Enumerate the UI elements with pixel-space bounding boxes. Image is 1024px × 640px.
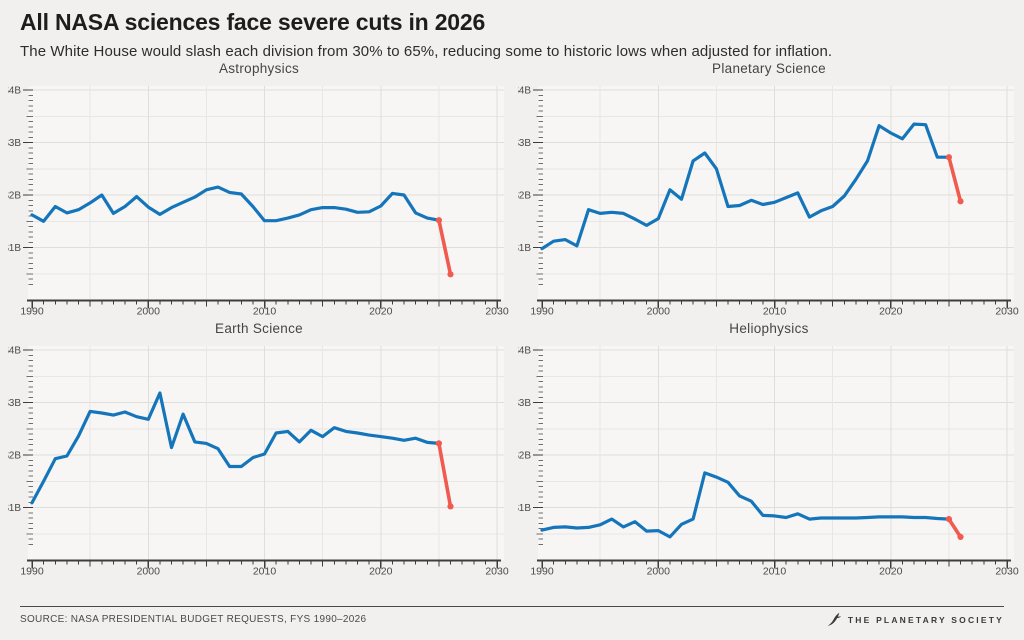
svg-text:$2B: $2B [8,191,21,202]
chart-title-planetary-science: Planetary Science [712,61,826,76]
svg-text:2000: 2000 [647,566,671,578]
svg-text:2020: 2020 [369,306,393,318]
svg-text:2010: 2010 [763,566,787,578]
chart-panel-planetary-science: Planetary Science $1B $2B $3B $4B 1990 2000 20… [518,60,1020,320]
svg-text:2000: 2000 [137,566,161,578]
svg-text:1990: 1990 [530,306,554,318]
chart-title-heliophysics: Heliophysics [729,321,809,336]
svg-text:2010: 2010 [253,306,277,318]
svg-text:$4B: $4B [518,346,531,357]
chart-plot-astrophysics: $1B $2B $3B $4B 1990 2000 2010 2020 2030 [8,86,509,318]
header: All NASA sciences face severe cuts in 20… [20,9,1004,61]
planetary-society-sail-icon [827,612,842,626]
svg-text:$4B: $4B [518,86,531,97]
charts-grid: Astrophysics $1B $2B $3B $4B 1990 2000 2010 202… [8,60,1020,580]
svg-text:2000: 2000 [647,306,671,318]
svg-text:$3B: $3B [518,138,531,149]
svg-text:1990: 1990 [530,566,554,578]
svg-text:2010: 2010 [253,566,277,578]
svg-text:$1B: $1B [518,243,531,254]
svg-text:$1B: $1B [518,503,531,514]
brand-name: THE PLANETARY SOCIETY [847,615,1004,625]
page-subtitle: The White House would slash each divisio… [20,43,833,61]
svg-text:2020: 2020 [879,566,903,578]
svg-text:$4B: $4B [8,86,21,97]
svg-text:2000: 2000 [137,306,161,318]
footer: SOURCE: NASA PRESIDENTIAL BUDGET REQUEST… [20,606,1004,640]
svg-text:1990: 1990 [20,306,44,318]
source-note: SOURCE: NASA PRESIDENTIAL BUDGET REQUEST… [20,614,367,625]
chart-title-astrophysics: Astrophysics [218,61,300,76]
svg-text:2020: 2020 [879,306,903,318]
chart-plot-earth-science: $1B $2B $3B $4B 1990 2000 2010 2020 2030 [8,346,509,578]
footer-rule [20,606,1004,607]
svg-text:2030: 2030 [995,306,1019,318]
svg-text:1990: 1990 [20,566,44,578]
chart-plot-planetary-science: $1B $2B $3B $4B 1990 2000 2010 2020 2030 [518,86,1019,318]
svg-text:$2B: $2B [518,191,531,202]
chart-plot-heliophysics: $1B $2B $3B $4B 1990 2000 2010 2020 2030 [518,346,1019,578]
chart-title-earth-science: Earth Science [215,321,303,336]
chart-panel-earth-science: Earth Science $1B $2B $3B $4B 1990 2000 2010 20… [8,320,510,580]
svg-text:$3B: $3B [8,398,21,409]
svg-text:2010: 2010 [763,306,787,318]
svg-text:$1B: $1B [8,243,21,254]
svg-text:2030: 2030 [485,306,509,318]
page-title: All NASA sciences face severe cuts in 20… [20,9,486,35]
planetary-society-logo: THE PLANETARY SOCIETY [826,612,1004,628]
svg-text:$2B: $2B [8,451,21,462]
svg-text:2030: 2030 [995,566,1019,578]
svg-text:2020: 2020 [369,566,393,578]
svg-text:$1B: $1B [8,503,21,514]
svg-text:$2B: $2B [518,451,531,462]
svg-text:2030: 2030 [485,566,509,578]
svg-text:$3B: $3B [518,398,531,409]
chart-panel-heliophysics: Heliophysics $1B $2B $3B $4B 1990 2000 2010 202… [518,320,1020,580]
svg-text:$3B: $3B [8,138,21,149]
svg-text:$4B: $4B [8,346,21,357]
chart-panel-astrophysics: Astrophysics $1B $2B $3B $4B 1990 2000 2010 202… [8,60,510,320]
